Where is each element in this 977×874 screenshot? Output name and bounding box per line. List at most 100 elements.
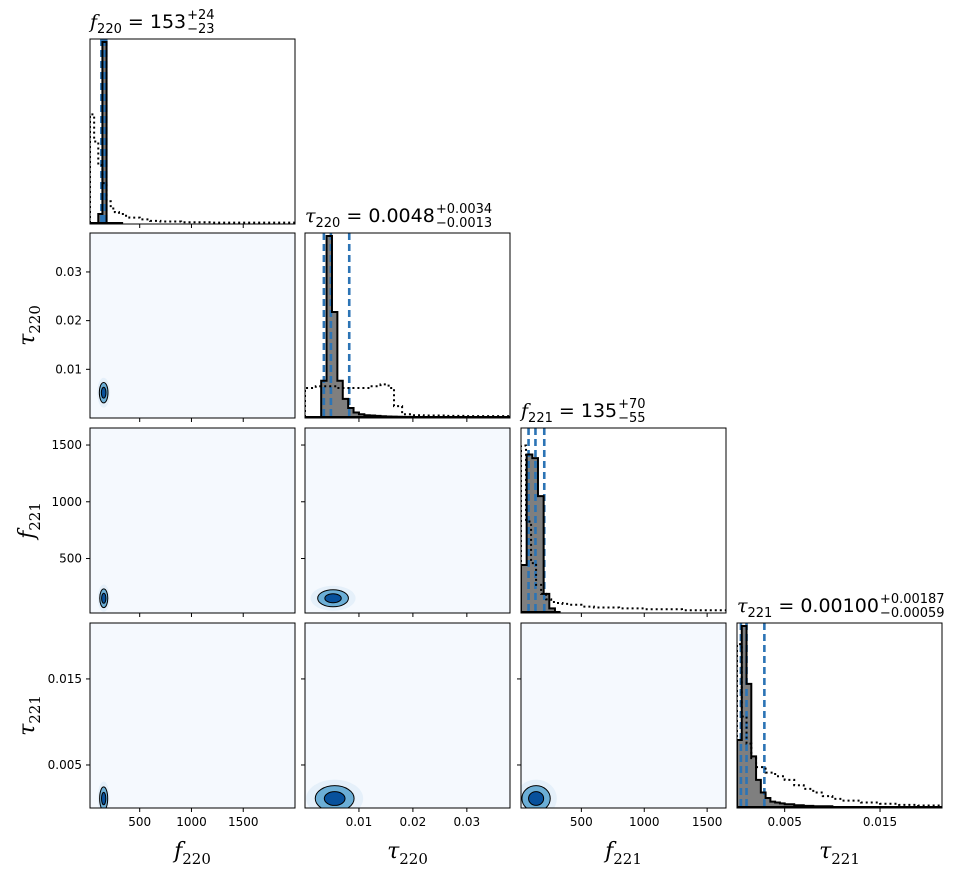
y-tick-label-tau220: 0.01 [55,362,82,376]
axis-subscript: 221 [613,850,642,868]
title-plus-error: +24 [187,8,214,23]
contour-inner [323,791,346,806]
prior-hist-dotted [521,444,726,612]
panel-frame [89,427,296,614]
panel-frame [89,38,296,225]
contour-inner [101,592,107,604]
panel-title-f220: f220 = 153 [88,11,186,37]
y-axis-label-tau220: τ220 [15,305,44,346]
title-minus-error: −55 [618,411,645,426]
x-tick-label-tau220: 0.01 [346,815,373,829]
panel-hist-tau221 [737,623,942,808]
x-tick-label-f220: 500 [128,815,151,829]
y-tick-label-f221: 1500 [51,438,82,452]
x-tick-label-f220: 1500 [228,815,259,829]
title-median: = 0.0048 [340,205,434,227]
x-tick-label-tau221: 0.015 [863,815,897,829]
x-tick-label-tau220: 0.02 [400,815,427,829]
title-symbol: τ [305,205,316,227]
title-symbol: f [88,11,100,33]
panel-hist-f221 [521,428,726,613]
title-plus-error: +0.0034 [436,202,492,217]
title-minus-error: −0.0013 [436,216,492,231]
panel-background [521,623,726,808]
prior-hist-dotted [737,643,942,807]
y-tick-label-f221: 1000 [51,495,82,509]
title-minus-error: −23 [187,22,214,37]
panel-2d-tau220-f221 [305,428,510,613]
title-plus-error: +70 [618,397,645,412]
x-axis-label-f220: f220 [172,839,211,868]
axis-symbol: τ [15,333,40,346]
panel-background [90,623,295,808]
title-median: = 135 [553,400,617,422]
y-tick-label-tau221: 0.015 [48,672,82,686]
title-subscript: 220 [97,22,122,37]
prior-hist-dotted [305,383,510,418]
panel-frame [520,622,727,809]
contour-inner [528,791,545,806]
y-tick-label-tau220: 0.03 [55,265,82,279]
panel-frame [304,427,511,614]
panel-frame [304,622,511,809]
axis-subscript: 221 [26,695,44,724]
y-axis-label-f221: f221 [15,502,44,541]
x-tick-label-f220: 1000 [176,815,207,829]
panel-background [305,428,510,613]
panel-hist-f220 [90,39,295,224]
panel-frame [89,622,296,809]
y-axis-label-tau221: τ221 [15,695,44,736]
axis-subscript: 220 [182,850,211,868]
title-plus-error: +0.00187 [880,592,945,607]
posterior-hist-outline [90,41,124,224]
panel-frame [304,232,511,419]
posterior-hist-fill [737,626,942,807]
posterior-hist-outline [305,235,510,418]
axis-subscript: 221 [26,502,44,531]
title-subscript: 221 [528,411,553,426]
x-tick-label-f221: 1000 [629,815,660,829]
axis-subscript: 221 [831,850,860,868]
y-tick-label-tau220: 0.02 [55,314,82,328]
x-tick-label-f221: 1500 [692,815,723,829]
x-axis-label-tau221: τ221 [819,839,860,868]
panel-2d-tau220-tau221 [305,623,510,808]
prior-hist-dotted [90,113,295,224]
panel-title-tau220: τ220 = 0.0048 [305,205,435,231]
axis-symbol: τ [15,723,40,736]
contour-inner [100,386,107,399]
panel-frame [736,622,943,809]
x-tick-label-f221: 500 [570,815,593,829]
posterior-hist-outline [737,625,942,808]
x-axis-label-tau220: τ220 [387,839,428,868]
posterior-hist-fill [521,454,561,612]
panel-frame [520,427,727,614]
title-median: = 153 [122,11,186,33]
panel-hist-tau220 [305,233,510,418]
panel-background [305,623,510,808]
title-symbol: f [519,400,531,422]
x-axis-label-f221: f221 [603,839,642,868]
contour-inner [101,791,107,806]
title-symbol: τ [737,595,748,617]
x-tick-label-tau221: 0.005 [767,815,801,829]
axis-subscript: 220 [26,305,44,334]
panel-title-tau221: τ221 = 0.00100 [737,595,879,621]
axis-symbol: τ [387,839,400,864]
panel-2d-f220-tau221 [90,623,295,808]
axis-symbol: τ [819,839,832,864]
posterior-hist-fill [305,236,510,417]
title-subscript: 220 [316,216,341,231]
panel-2d-f221-tau221 [521,623,726,808]
panel-background [90,428,295,613]
y-tick-label-f221: 500 [59,552,82,566]
title-minus-error: −0.00059 [880,606,945,621]
panel-background [90,233,295,418]
panel-title-f221: f221 = 135 [519,400,617,426]
panel-2d-f220-f221 [90,428,295,613]
title-median: = 0.00100 [772,595,879,617]
y-tick-label-tau221: 0.005 [48,758,82,772]
axis-subscript: 220 [399,850,428,868]
contour-inner [324,593,342,604]
